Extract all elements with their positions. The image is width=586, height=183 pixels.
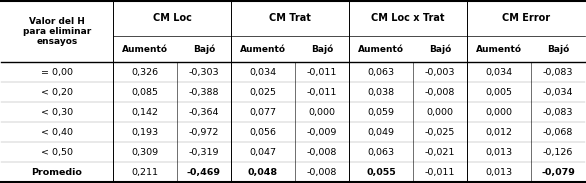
Text: = 0,00: = 0,00 (41, 68, 73, 77)
Text: Bajó: Bajó (193, 44, 215, 54)
Text: -0,003: -0,003 (425, 68, 455, 77)
Text: 0,085: 0,085 (131, 88, 158, 97)
Text: 0,059: 0,059 (367, 108, 394, 117)
Text: 0,048: 0,048 (248, 168, 278, 177)
Text: 0,049: 0,049 (367, 128, 394, 137)
Text: -0,009: -0,009 (307, 128, 337, 137)
Text: 0,193: 0,193 (131, 128, 158, 137)
Text: CM Loc: CM Loc (152, 13, 192, 23)
Text: 0,000: 0,000 (427, 108, 454, 117)
Text: 0,025: 0,025 (250, 88, 277, 97)
Text: -0,008: -0,008 (307, 148, 337, 157)
Text: -0,469: -0,469 (187, 168, 221, 177)
Text: Aumentó: Aumentó (122, 45, 168, 54)
Text: -0,034: -0,034 (543, 88, 573, 97)
Text: < 0,30: < 0,30 (41, 108, 73, 117)
Text: Valor del H
para eliminar
ensayos: Valor del H para eliminar ensayos (23, 17, 91, 46)
Text: 0,013: 0,013 (486, 148, 513, 157)
Text: 0,211: 0,211 (131, 168, 158, 177)
Text: < 0,40: < 0,40 (41, 128, 73, 137)
Text: 0,034: 0,034 (486, 68, 513, 77)
Text: 0,063: 0,063 (367, 148, 394, 157)
Text: -0,079: -0,079 (541, 168, 575, 177)
Text: 0,038: 0,038 (367, 88, 394, 97)
Text: 0,326: 0,326 (131, 68, 158, 77)
Text: -0,011: -0,011 (425, 168, 455, 177)
Text: < 0,20: < 0,20 (41, 88, 73, 97)
Text: 0,142: 0,142 (131, 108, 158, 117)
Text: -0,364: -0,364 (189, 108, 219, 117)
Text: 0,000: 0,000 (308, 108, 335, 117)
Text: 0,013: 0,013 (486, 168, 513, 177)
Text: Bajó: Bajó (547, 44, 569, 54)
Text: -0,972: -0,972 (189, 128, 219, 137)
Text: Aumentó: Aumentó (476, 45, 522, 54)
Text: 0,005: 0,005 (486, 88, 513, 97)
Text: Promedio: Promedio (32, 168, 82, 177)
Text: 0,000: 0,000 (486, 108, 513, 117)
Text: CM Trat: CM Trat (269, 13, 311, 23)
Text: 0,034: 0,034 (250, 68, 277, 77)
Text: -0,388: -0,388 (189, 88, 219, 97)
Text: CM Error: CM Error (502, 13, 550, 23)
Text: CM Loc x Trat: CM Loc x Trat (372, 13, 445, 23)
Text: 0,309: 0,309 (131, 148, 158, 157)
Text: -0,083: -0,083 (543, 68, 573, 77)
Text: 0,077: 0,077 (250, 108, 277, 117)
Text: -0,303: -0,303 (189, 68, 219, 77)
Text: 0,047: 0,047 (250, 148, 277, 157)
Text: -0,008: -0,008 (307, 168, 337, 177)
Text: -0,126: -0,126 (543, 148, 573, 157)
Text: 0,055: 0,055 (366, 168, 396, 177)
Text: Aumentó: Aumentó (240, 45, 286, 54)
Text: Bajó: Bajó (311, 44, 333, 54)
Text: -0,319: -0,319 (189, 148, 219, 157)
Text: 0,063: 0,063 (367, 68, 394, 77)
Text: 0,056: 0,056 (250, 128, 277, 137)
Text: -0,025: -0,025 (425, 128, 455, 137)
Text: -0,011: -0,011 (307, 88, 337, 97)
Text: -0,021: -0,021 (425, 148, 455, 157)
Text: -0,008: -0,008 (425, 88, 455, 97)
Text: -0,068: -0,068 (543, 128, 573, 137)
Text: -0,011: -0,011 (307, 68, 337, 77)
Text: -0,083: -0,083 (543, 108, 573, 117)
Text: < 0,50: < 0,50 (41, 148, 73, 157)
Text: 0,012: 0,012 (486, 128, 513, 137)
Text: Bajó: Bajó (429, 44, 451, 54)
Text: Aumentó: Aumentó (358, 45, 404, 54)
